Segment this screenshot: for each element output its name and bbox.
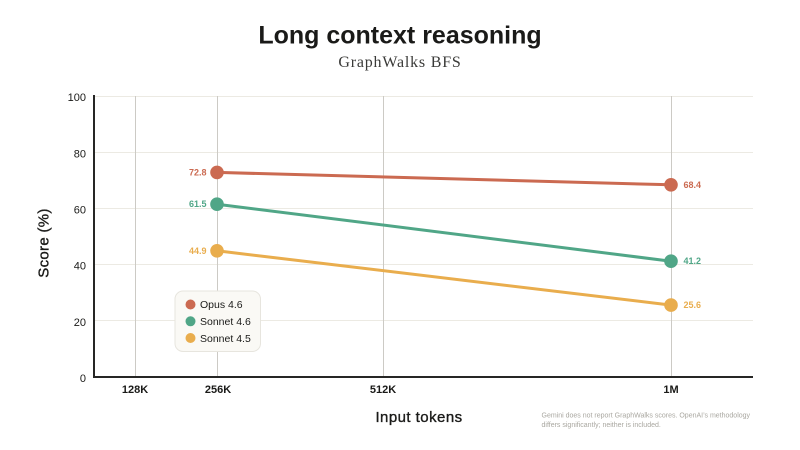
svg-text:80: 80 [74,148,86,160]
svg-text:100: 100 [68,92,86,104]
svg-text:128K: 128K [122,384,148,396]
svg-text:Sonnet 4.5: Sonnet 4.5 [200,333,251,345]
svg-text:68.4: 68.4 [684,180,702,190]
svg-text:Input tokens: Input tokens [375,409,462,426]
svg-text:Opus 4.6: Opus 4.6 [200,299,243,311]
svg-text:512K: 512K [370,384,396,396]
svg-text:Score (%): Score (%) [36,208,53,277]
svg-text:0: 0 [80,373,86,385]
svg-text:Gemini does not report GraphWa: Gemini does not report GraphWalks scores… [542,413,751,420]
svg-text:72.8: 72.8 [189,167,207,177]
svg-text:20: 20 [74,317,86,329]
svg-text:25.6: 25.6 [684,300,702,310]
svg-text:44.9: 44.9 [189,246,207,256]
svg-text:60: 60 [74,205,86,217]
svg-text:40: 40 [74,261,86,273]
svg-text:Sonnet 4.6: Sonnet 4.6 [200,316,251,328]
svg-text:1M: 1M [663,384,678,396]
svg-text:Long context reasoning: Long context reasoning [258,22,541,50]
svg-text:256K: 256K [205,384,231,396]
svg-text:GraphWalks BFS: GraphWalks BFS [338,54,461,71]
svg-text:differs significantly; neither: differs significantly; neither is includ… [542,422,661,429]
svg-text:41.2: 41.2 [684,256,702,266]
svg-text:61.5: 61.5 [189,199,207,209]
